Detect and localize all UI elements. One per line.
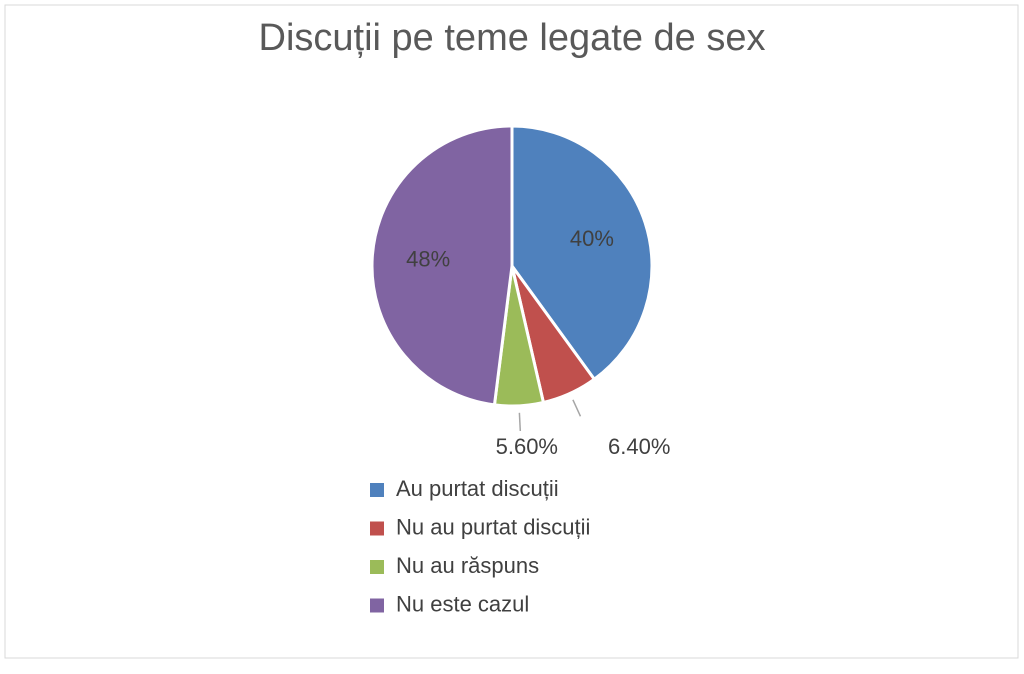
legend-label: Nu au purtat discuții: [396, 514, 590, 539]
legend-label: Au purtat discuții: [396, 476, 559, 501]
pie-slice: [510, 124, 654, 382]
legend-label: Nu este cazul: [396, 591, 529, 616]
leader-line: [518, 412, 522, 432]
legend-swatch: [370, 521, 384, 536]
data-label: 6.40%: [608, 434, 670, 459]
data-label: 5.60%: [496, 434, 558, 459]
data-label: 48%: [406, 247, 450, 272]
legend-swatch: [370, 598, 384, 613]
data-label: 40%: [570, 226, 614, 251]
legend-swatch: [370, 560, 384, 574]
chart-title: Discuții pe teme legate de sex: [259, 17, 766, 59]
legend-label: Nu au răspuns: [396, 553, 539, 578]
leader-line: [572, 399, 582, 417]
legend-swatch: [370, 483, 384, 497]
pie-slice: [370, 124, 514, 407]
